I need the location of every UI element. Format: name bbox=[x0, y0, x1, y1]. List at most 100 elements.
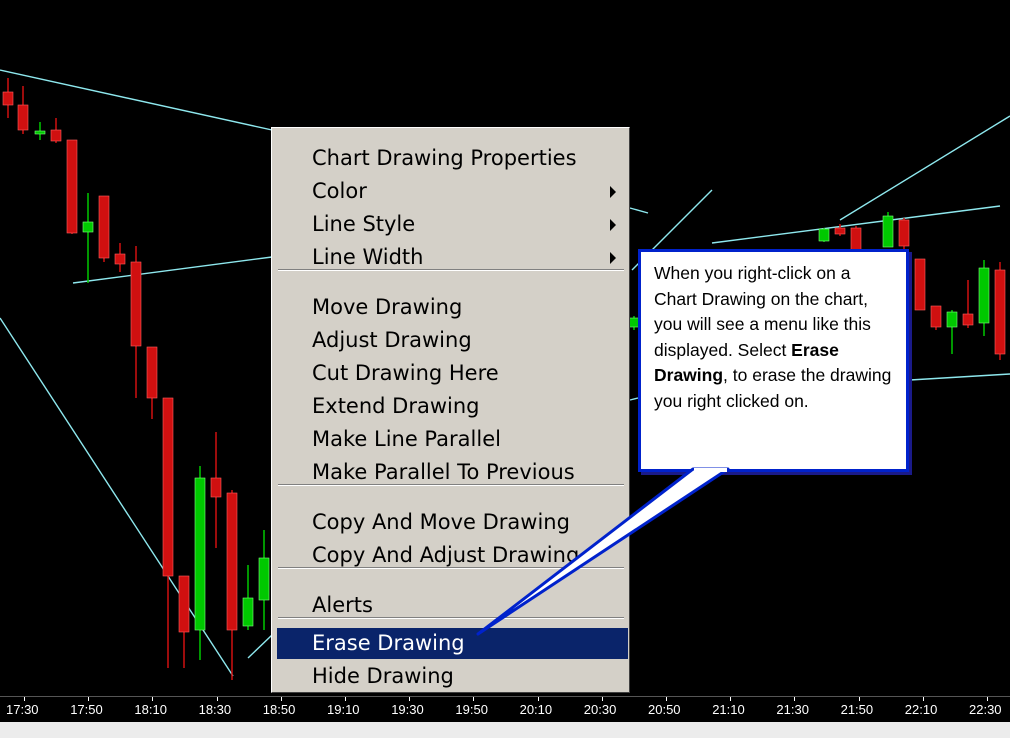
trendline[interactable] bbox=[839, 115, 1010, 221]
menu-item-extend-drawing[interactable]: Extend Drawing bbox=[312, 394, 480, 418]
trendline[interactable] bbox=[72, 256, 273, 284]
window-bottom-strip bbox=[0, 722, 1010, 738]
candle-body bbox=[946, 311, 958, 328]
menu-item-cut-drawing-here[interactable]: Cut Drawing Here bbox=[312, 361, 499, 385]
trendline[interactable] bbox=[0, 69, 273, 131]
candle-body bbox=[130, 261, 142, 347]
candle-body bbox=[98, 195, 110, 259]
candle-up bbox=[946, 310, 958, 354]
menu-item-line-style[interactable]: Line Style bbox=[277, 209, 628, 240]
callout-text-end: , to erase the drawing you right clicked… bbox=[654, 365, 892, 411]
time-axis-tick bbox=[216, 697, 218, 701]
candle-down bbox=[210, 432, 222, 548]
candle-down bbox=[146, 346, 158, 419]
time-axis-tick bbox=[601, 697, 603, 701]
candle-body bbox=[210, 477, 222, 498]
candle-down bbox=[17, 86, 29, 134]
time-axis-label: 19:50 bbox=[455, 702, 488, 717]
time-axis-tick bbox=[409, 697, 411, 701]
candle-body bbox=[82, 221, 94, 233]
candle-down bbox=[66, 139, 78, 234]
menu-item-color[interactable]: Color bbox=[277, 176, 628, 207]
callout-bold-text: Erase Drawing bbox=[654, 339, 839, 386]
candle-up bbox=[978, 260, 990, 336]
candle-body bbox=[194, 477, 206, 631]
menu-item-chart-drawing-properties[interactable]: Chart Drawing Properties bbox=[312, 146, 577, 170]
candle-body bbox=[978, 267, 990, 324]
candle-body bbox=[834, 227, 846, 235]
trendline[interactable] bbox=[711, 205, 1001, 244]
chart-canvas[interactable] bbox=[0, 0, 1010, 696]
candle-down bbox=[962, 280, 974, 328]
time-axis-label: 19:10 bbox=[327, 702, 360, 717]
candle-down bbox=[914, 258, 926, 311]
candle-down bbox=[834, 224, 846, 236]
candle-body bbox=[258, 557, 270, 601]
time-axis-tick bbox=[24, 697, 25, 701]
menu-item-line-width[interactable]: Line Width bbox=[277, 242, 628, 273]
candle-down bbox=[130, 246, 142, 398]
trendline[interactable] bbox=[629, 207, 649, 214]
time-axis-tick bbox=[987, 697, 988, 701]
trendline[interactable] bbox=[247, 634, 273, 659]
callout-text: When you right-click on a Chart Drawing … bbox=[654, 263, 871, 360]
candle-body bbox=[114, 253, 126, 265]
menu-item-alerts[interactable]: Alerts bbox=[312, 593, 373, 617]
time-axis-label: 21:10 bbox=[712, 702, 745, 717]
candle-up bbox=[818, 228, 830, 242]
time-axis-tick bbox=[730, 697, 732, 701]
menu-item-copy-and-move-drawing[interactable]: Copy And Move Drawing bbox=[312, 510, 570, 534]
time-axis-tick bbox=[858, 697, 860, 701]
candle-down bbox=[930, 305, 942, 330]
candle-body bbox=[242, 597, 254, 627]
time-axis-tick bbox=[794, 697, 796, 701]
submenu-arrow-icon bbox=[610, 186, 616, 198]
time-axis-label: 20:30 bbox=[583, 702, 617, 717]
time-axis-label: 20:50 bbox=[648, 702, 681, 717]
candle-body bbox=[162, 397, 174, 577]
time-axis-label: 18:50 bbox=[262, 702, 296, 717]
instruction-callout: When you right-click on a Chart Drawing … bbox=[638, 249, 909, 472]
candle-down bbox=[98, 195, 110, 262]
time-axis-tick bbox=[280, 697, 282, 701]
candle-down bbox=[50, 118, 62, 143]
time-axis-label: 18:30 bbox=[198, 702, 232, 717]
time-axis-tick bbox=[666, 697, 667, 701]
menu-item-erase-drawing[interactable]: Erase Drawing bbox=[277, 628, 628, 659]
time-axis-label: 21:50 bbox=[840, 702, 874, 717]
candle-body bbox=[226, 492, 238, 631]
menu-separator bbox=[278, 269, 624, 271]
drawing-context-menu[interactable]: Chart Drawing Properties Color Line Styl… bbox=[271, 127, 630, 693]
candle-body bbox=[17, 104, 29, 131]
candle-up bbox=[34, 122, 46, 140]
time-axis-tick bbox=[345, 697, 346, 701]
time-axis-label: 20:10 bbox=[519, 702, 553, 717]
candle-body bbox=[2, 91, 14, 106]
trendline[interactable] bbox=[909, 373, 1010, 381]
menu-separator bbox=[278, 617, 624, 619]
submenu-arrow-icon bbox=[610, 252, 616, 264]
candle-body bbox=[994, 269, 1006, 355]
time-axis-label: 21:30 bbox=[776, 702, 809, 717]
candle-body bbox=[34, 130, 46, 135]
candle-body bbox=[818, 228, 830, 242]
candle-body bbox=[50, 129, 62, 142]
time-axis-tick bbox=[922, 697, 924, 701]
candle-body bbox=[930, 305, 942, 328]
candle-body bbox=[914, 258, 926, 311]
time-axis: 17:30 17:50 18:10 18:30 18:50 19:10 19:30 19:50… bbox=[0, 696, 1010, 723]
candle-down bbox=[2, 78, 14, 118]
candle-up bbox=[258, 530, 270, 630]
candle-down bbox=[226, 490, 238, 680]
time-axis-tick bbox=[537, 697, 539, 701]
trendline[interactable] bbox=[629, 397, 639, 401]
candle-body bbox=[66, 139, 78, 234]
candle-body bbox=[898, 219, 910, 247]
menu-item-move-drawing[interactable]: Move Drawing bbox=[312, 295, 463, 319]
menu-item-hide-drawing[interactable]: Hide Drawing bbox=[312, 664, 454, 688]
menu-separator bbox=[278, 484, 624, 486]
menu-item-make-line-parallel[interactable]: Make Line Parallel bbox=[312, 427, 501, 451]
menu-item-adjust-drawing[interactable]: Adjust Drawing bbox=[312, 328, 472, 352]
time-axis-tick bbox=[152, 697, 154, 701]
trendline[interactable] bbox=[0, 317, 234, 677]
